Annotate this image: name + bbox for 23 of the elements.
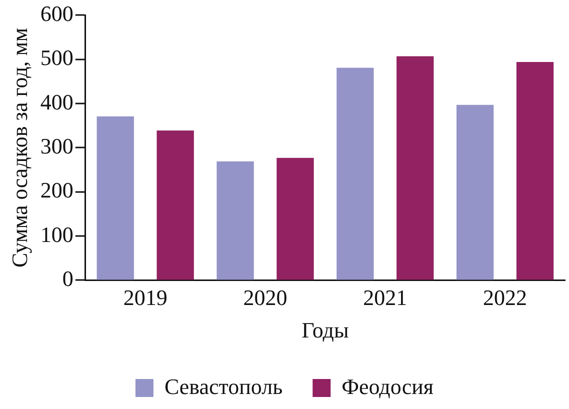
bar [396,56,434,280]
bar [96,116,134,280]
y-tick-label: 0 [62,266,74,291]
legend-label: Феодосия [342,374,434,399]
x-axis-title: Годы [302,318,349,343]
bar [216,161,254,280]
x-tick-label: 2019 [123,285,168,310]
y-tick-label: 300 [40,133,74,158]
y-tick-label: 500 [40,45,74,70]
bar [336,68,374,280]
bar [156,130,194,280]
x-tick-label: 2021 [363,285,408,310]
bar [456,104,494,280]
legend-label: Севастополь [164,374,283,399]
bar [276,158,314,280]
y-tick-label: 200 [40,178,74,203]
y-tick-label: 100 [40,222,74,247]
y-tick-label: 400 [40,89,74,114]
y-axis-title: Сумма осадков за год, мм [6,28,32,268]
bar [516,62,554,280]
x-tick-label: 2020 [243,285,288,310]
x-tick-label: 2022 [483,285,528,310]
y-tick-label: 600 [40,0,74,26]
